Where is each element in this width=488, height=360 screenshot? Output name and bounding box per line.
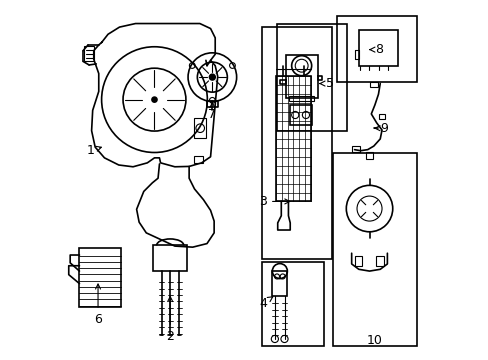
Bar [277,24,346,131]
Bar [351,147,359,152]
Text: 9: 9 [374,122,387,135]
Bar [193,157,203,163]
Text: 7: 7 [208,103,216,121]
Bar [288,96,313,102]
Bar [358,30,397,66]
Text: 10: 10 [366,333,382,347]
Bar [261,27,332,258]
Bar [275,76,310,202]
Text: 3: 3 [259,195,289,208]
Text: 1: 1 [86,144,101,157]
Text: 5: 5 [319,77,333,90]
Text: 6: 6 [94,284,102,326]
Bar [84,46,94,62]
Bar [378,114,385,119]
Bar [261,262,324,346]
Bar [194,118,205,138]
Bar [375,256,383,266]
Bar [365,152,372,158]
Bar [354,256,362,266]
Circle shape [152,97,157,102]
Text: 4: 4 [259,297,272,310]
Text: 2: 2 [166,297,174,343]
Circle shape [209,74,215,80]
Bar [369,82,377,87]
Bar [332,153,416,346]
Bar [336,16,416,82]
Bar [153,246,187,271]
Bar [272,271,287,296]
Bar [285,55,317,98]
Bar [80,248,121,307]
Bar [290,105,312,125]
Text: 8: 8 [369,43,383,56]
